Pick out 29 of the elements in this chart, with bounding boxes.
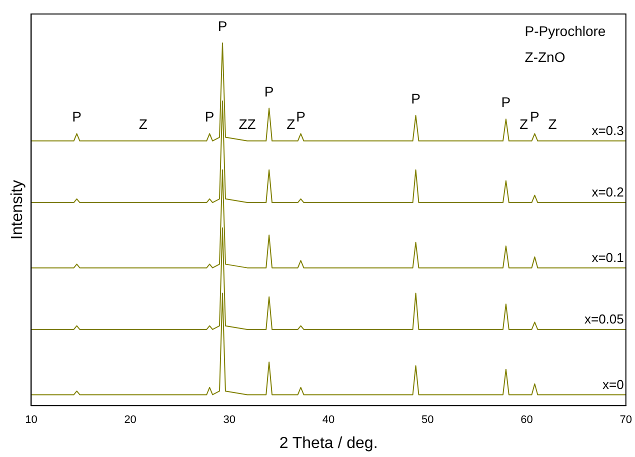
annotation: P [501,94,511,110]
annotation: P [264,83,274,100]
x-tick-label: 20 [124,414,136,426]
x-tick-label: 10 [25,414,38,426]
series-label: x=0 [602,376,624,392]
x-tick-label: 60 [520,414,533,426]
annotation: P [72,108,82,125]
annotation: ZZ [238,116,256,132]
text: P-Pyrochlore [524,23,606,39]
annotation: P [296,108,306,125]
x-tick-label: 70 [620,414,632,426]
annotation: Z [548,116,558,132]
x-tick-label: 50 [422,414,434,426]
y-axis-title: Intensity [9,180,26,240]
annotation: P [411,90,420,107]
series-label: x=0.3 [592,122,624,138]
annotation: P [530,108,540,125]
annotation: Z [286,116,296,132]
annotation: Z [520,116,529,132]
x-tick-label: 40 [322,414,335,426]
series-label: x=0.05 [584,312,624,327]
series-label: x=0.1 [592,250,624,265]
annotation: Z [138,116,148,132]
annotation: P [218,18,228,34]
annotation: P [204,108,214,125]
x-tick-label: 30 [223,414,236,426]
x-axis-title: 2 Theta / deg. [279,434,378,452]
annotation: Z-ZnO [524,49,566,65]
series-label: x=0.2 [592,184,624,200]
